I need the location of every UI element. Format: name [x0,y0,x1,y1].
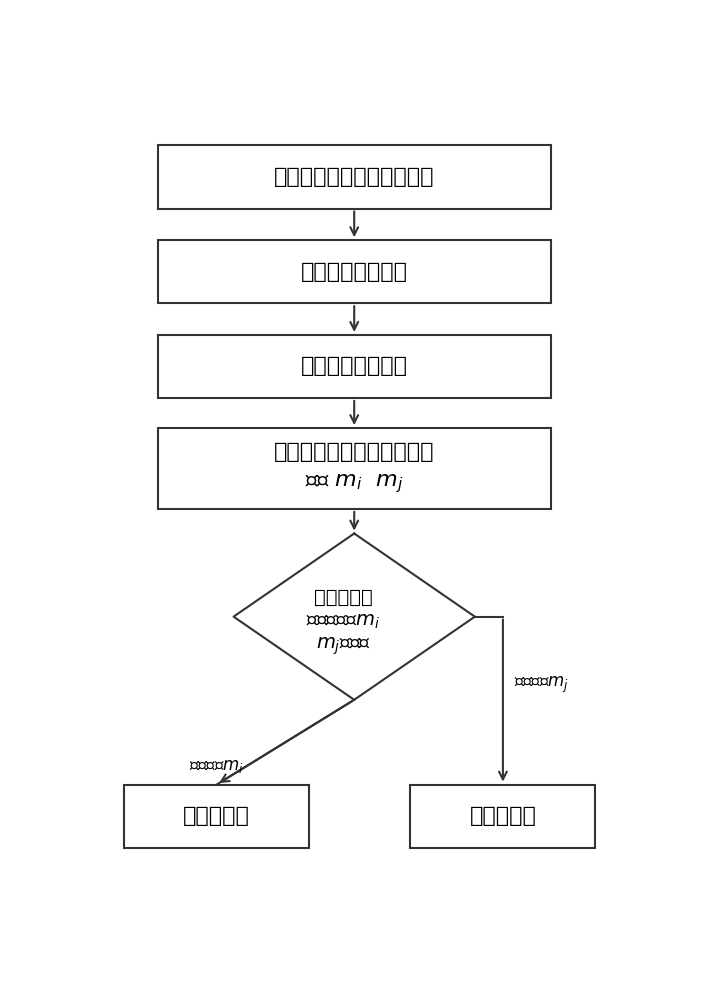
Bar [158,240,550,303]
Text: 样本信号稀疏表示: 样本信号稀疏表示 [300,262,408,282]
Bar [158,428,550,509]
Bar [411,785,595,848]
Text: 通过历史数据构造样本字典: 通过历史数据构造样本字典 [274,167,434,187]
Bar [125,785,309,848]
Text: 重构误差与$m_i$: 重构误差与$m_i$ [306,612,380,631]
Bar [158,335,550,398]
Bar [158,145,550,209]
Text: 比较新样本: 比较新样本 [313,587,372,606]
Text: 误差趋近$m_i$: 误差趋近$m_i$ [189,757,244,775]
Text: 构造重构误差公式: 构造重构误差公式 [300,356,408,376]
Text: 计算同类故障、噪声的重构
误差 $m_i$  $m_j$: 计算同类故障、噪声的重构 误差 $m_i$ $m_j$ [274,442,434,495]
Text: 误差趋近$m_j$: 误差趋近$m_j$ [514,675,569,695]
Text: $m_j$的大小: $m_j$的大小 [316,635,371,657]
Text: 判断为故障: 判断为故障 [183,806,251,826]
Text: 判断为故障: 判断为故障 [469,806,536,826]
Polygon shape [234,533,475,700]
